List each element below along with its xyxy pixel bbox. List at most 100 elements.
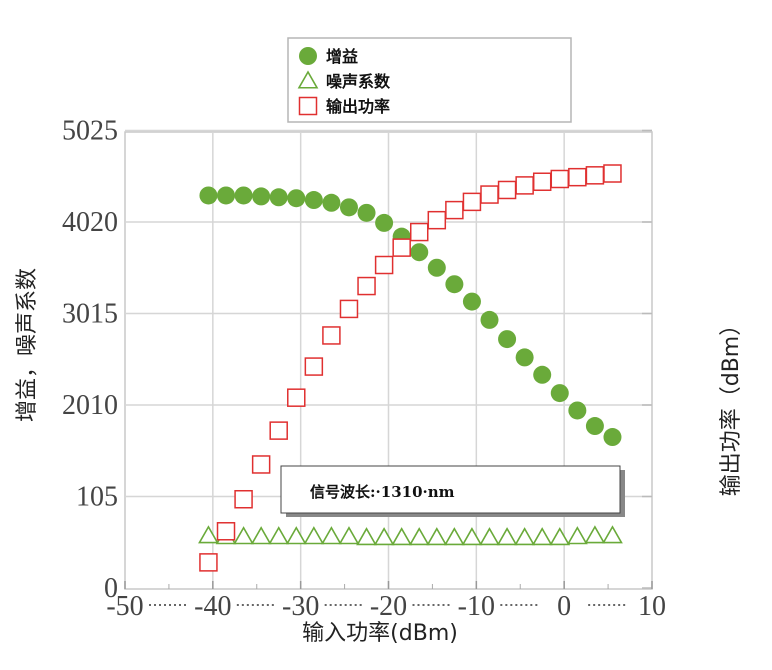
triangle-point bbox=[426, 527, 448, 546]
circle-point bbox=[480, 310, 499, 329]
circle-point bbox=[322, 193, 341, 212]
x-axis-title: 输入功率(dBm) bbox=[302, 621, 458, 646]
circle-point bbox=[445, 275, 464, 294]
square-point bbox=[251, 455, 271, 474]
square-point bbox=[322, 326, 341, 345]
circle-point bbox=[375, 213, 394, 232]
triangle-point bbox=[338, 526, 360, 545]
circle-point bbox=[357, 203, 376, 222]
circle-point bbox=[304, 191, 323, 210]
triangle-point bbox=[233, 526, 254, 545]
triangle-point bbox=[268, 526, 290, 545]
square-point bbox=[339, 299, 359, 319]
circle-point bbox=[533, 365, 552, 384]
square-point bbox=[357, 276, 376, 296]
square-point bbox=[216, 522, 236, 541]
y-tick-label: 2010 bbox=[62, 390, 118, 421]
annotation-frame bbox=[280, 465, 621, 514]
triangle-point bbox=[356, 527, 377, 546]
triangle-point bbox=[250, 526, 272, 545]
circle-point bbox=[585, 417, 604, 436]
legend-circle-marker bbox=[299, 47, 317, 65]
triangle-point bbox=[373, 527, 395, 546]
annotation-text: 信号波长:·1310·nm bbox=[310, 483, 455, 501]
circle-point bbox=[217, 186, 236, 205]
circle-point bbox=[269, 188, 288, 207]
triangle-point bbox=[443, 527, 465, 546]
square-point bbox=[234, 489, 253, 509]
y-tick-label: 4020 bbox=[62, 207, 118, 238]
x-tick-label: -40 bbox=[194, 591, 231, 622]
data-marks bbox=[198, 164, 623, 572]
circle-point bbox=[462, 292, 481, 311]
triangle-point bbox=[479, 527, 500, 546]
square-point bbox=[550, 169, 570, 189]
x-tick-label: -20 bbox=[370, 591, 407, 622]
triangle-point bbox=[549, 527, 571, 546]
square-point bbox=[392, 238, 411, 257]
circle-point bbox=[498, 330, 517, 349]
square-point bbox=[304, 357, 324, 376]
triangle-point bbox=[602, 525, 623, 544]
x-tick-label: -50 bbox=[106, 591, 143, 622]
circle-point bbox=[550, 384, 569, 403]
legend-label: 输出功率 bbox=[326, 97, 390, 116]
y-axis-title-left: 增益，噪声系数 bbox=[15, 268, 40, 422]
y-tick-labels: 0 105 2010 3015 4020 5025 bbox=[62, 116, 118, 605]
triangle-point bbox=[408, 527, 430, 546]
circle-point bbox=[339, 198, 358, 217]
triangle-point bbox=[391, 527, 413, 546]
triangle-point bbox=[566, 526, 588, 545]
triangle-point bbox=[198, 525, 219, 544]
square-point bbox=[374, 255, 394, 275]
y-tick-label: 5025 bbox=[62, 116, 118, 147]
square-point bbox=[269, 421, 288, 440]
legend-label: 噪声系数 bbox=[326, 72, 391, 91]
triangle-point bbox=[461, 527, 483, 546]
y-axis-title-right: 输出功率（dBm） bbox=[719, 314, 744, 497]
x-tick-label: 10 bbox=[638, 591, 666, 622]
square-point bbox=[409, 222, 429, 242]
triangle-point bbox=[303, 526, 325, 545]
circle-point bbox=[287, 189, 306, 208]
circle-point bbox=[234, 186, 253, 205]
square-point bbox=[568, 167, 587, 187]
square-point bbox=[603, 164, 622, 183]
triangle-point bbox=[285, 526, 307, 545]
legend-label: 增益 bbox=[326, 47, 358, 66]
legend-frame bbox=[287, 37, 572, 123]
y-tick-label: 3015 bbox=[62, 299, 118, 330]
circle-point bbox=[199, 186, 218, 205]
circle-point bbox=[515, 348, 534, 367]
x-tick-label: 0 bbox=[557, 591, 571, 622]
triangle-point bbox=[514, 527, 536, 546]
circle-point bbox=[252, 187, 271, 206]
x-tick-label: -10 bbox=[458, 591, 495, 622]
y-tick-label: 0 bbox=[104, 573, 118, 604]
square-point bbox=[480, 185, 499, 204]
square-point bbox=[532, 172, 552, 191]
annotation-box: 信号波长:·1310·nm bbox=[280, 465, 625, 517]
x-tick-labels: -50 -40 -30 -20 -10 0 10 bbox=[106, 591, 666, 622]
triangle-point bbox=[321, 526, 342, 545]
square-point bbox=[515, 176, 534, 195]
axes bbox=[124, 129, 653, 606]
triangle-point bbox=[531, 527, 553, 546]
triangle-point bbox=[584, 525, 606, 544]
x-tick-label: -30 bbox=[282, 591, 319, 622]
square-point bbox=[497, 180, 517, 200]
square-point bbox=[199, 553, 218, 572]
circle-point bbox=[410, 243, 429, 262]
circle-point bbox=[568, 401, 587, 420]
square-point bbox=[445, 200, 464, 220]
circle-point bbox=[603, 428, 622, 447]
square-point bbox=[585, 166, 605, 185]
legend-square-marker bbox=[298, 96, 318, 116]
legend-triangle-marker bbox=[297, 70, 319, 89]
square-point bbox=[427, 210, 447, 230]
circle-point bbox=[427, 258, 446, 277]
y-tick-label: 105 bbox=[76, 482, 118, 513]
square-point bbox=[287, 388, 306, 407]
